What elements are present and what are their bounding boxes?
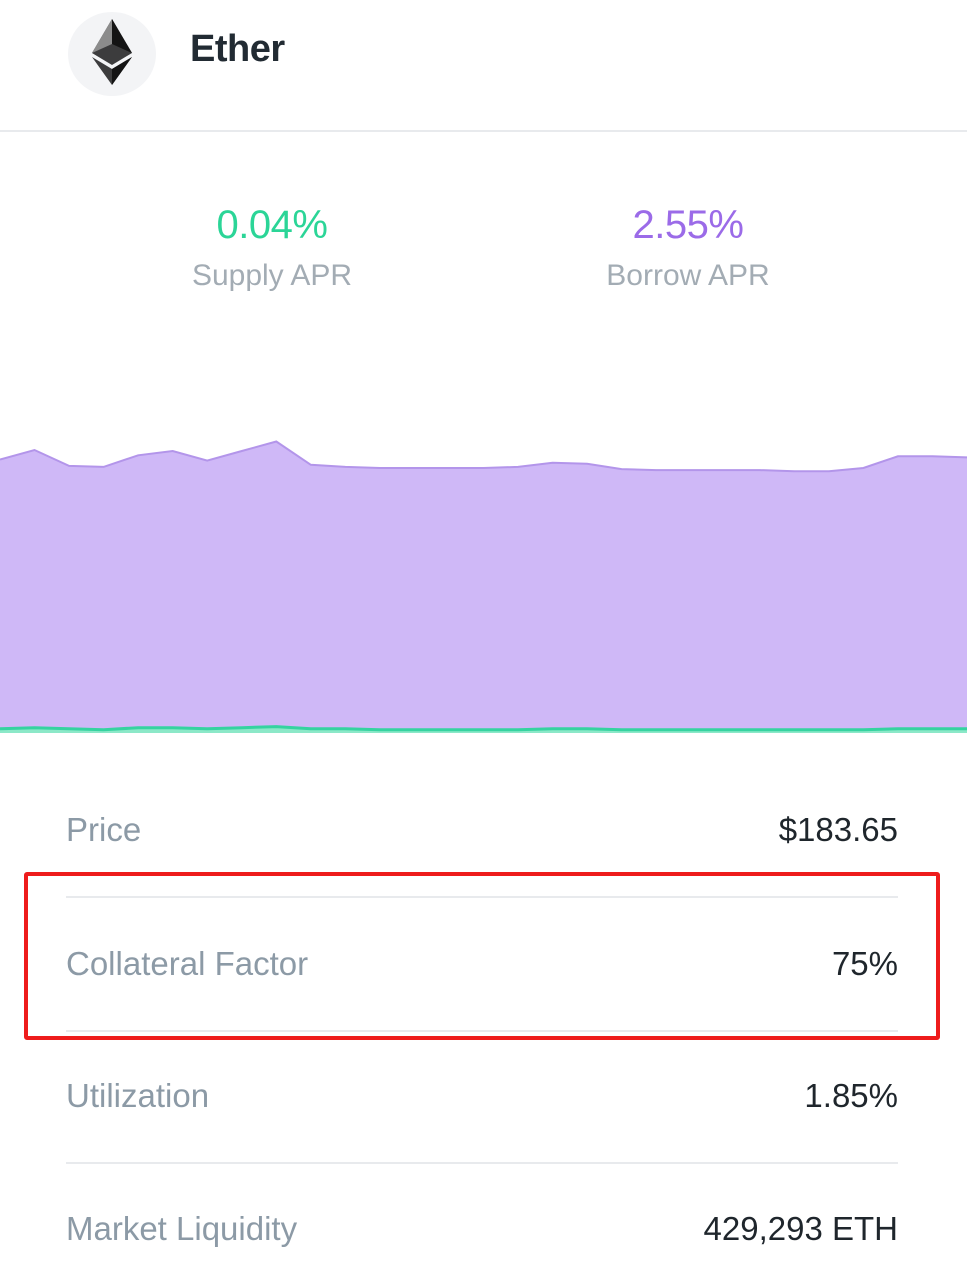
rate-history-chart[interactable] — [0, 415, 967, 740]
asset-name: Ether — [190, 28, 285, 70]
asset-header: Ether — [0, 0, 967, 130]
header-divider — [0, 130, 967, 132]
chart-line-borrow-apr — [0, 440, 967, 473]
collateral-factor-value: 75% — [831, 945, 898, 982]
price-value: $183.65 — [778, 811, 898, 848]
market-liquidity-value: 429,293 ETH — [703, 1210, 898, 1247]
supply-apr-block: 0.04% Supply APR — [122, 200, 422, 294]
borrow-apr-label: Borrow APR — [606, 259, 770, 292]
supply-apr-label: Supply APR — [191, 259, 353, 292]
chart-area-borrow-apr — [0, 441, 967, 733]
asset-logo — [68, 12, 156, 96]
utilization-label: Utilization — [66, 1077, 210, 1114]
price-label: Price — [66, 811, 142, 848]
row-divider — [66, 1030, 898, 1032]
ethereum-icon — [92, 18, 132, 90]
market-liquidity-label: Market Liquidity — [66, 1210, 298, 1247]
row-divider — [66, 1162, 898, 1164]
detail-row-market-liquidity: Market Liquidity 429,293 ETH — [66, 1199, 898, 1259]
borrow-apr-value: 2.55% — [632, 203, 744, 247]
borrow-apr-block: 2.55% Borrow APR — [538, 200, 838, 294]
detail-row-collateral-factor: Collateral Factor 75% — [66, 934, 898, 994]
utilization-value: 1.85% — [804, 1077, 898, 1114]
supply-apr-value: 0.04% — [216, 203, 328, 247]
collateral-factor-highlight — [24, 872, 940, 1040]
collateral-factor-label: Collateral Factor — [66, 945, 309, 982]
chart-line-supply-apr — [0, 725, 967, 732]
detail-row-price: Price $183.65 — [66, 800, 898, 860]
row-divider — [66, 896, 898, 898]
detail-row-utilization: Utilization 1.85% — [66, 1066, 898, 1126]
